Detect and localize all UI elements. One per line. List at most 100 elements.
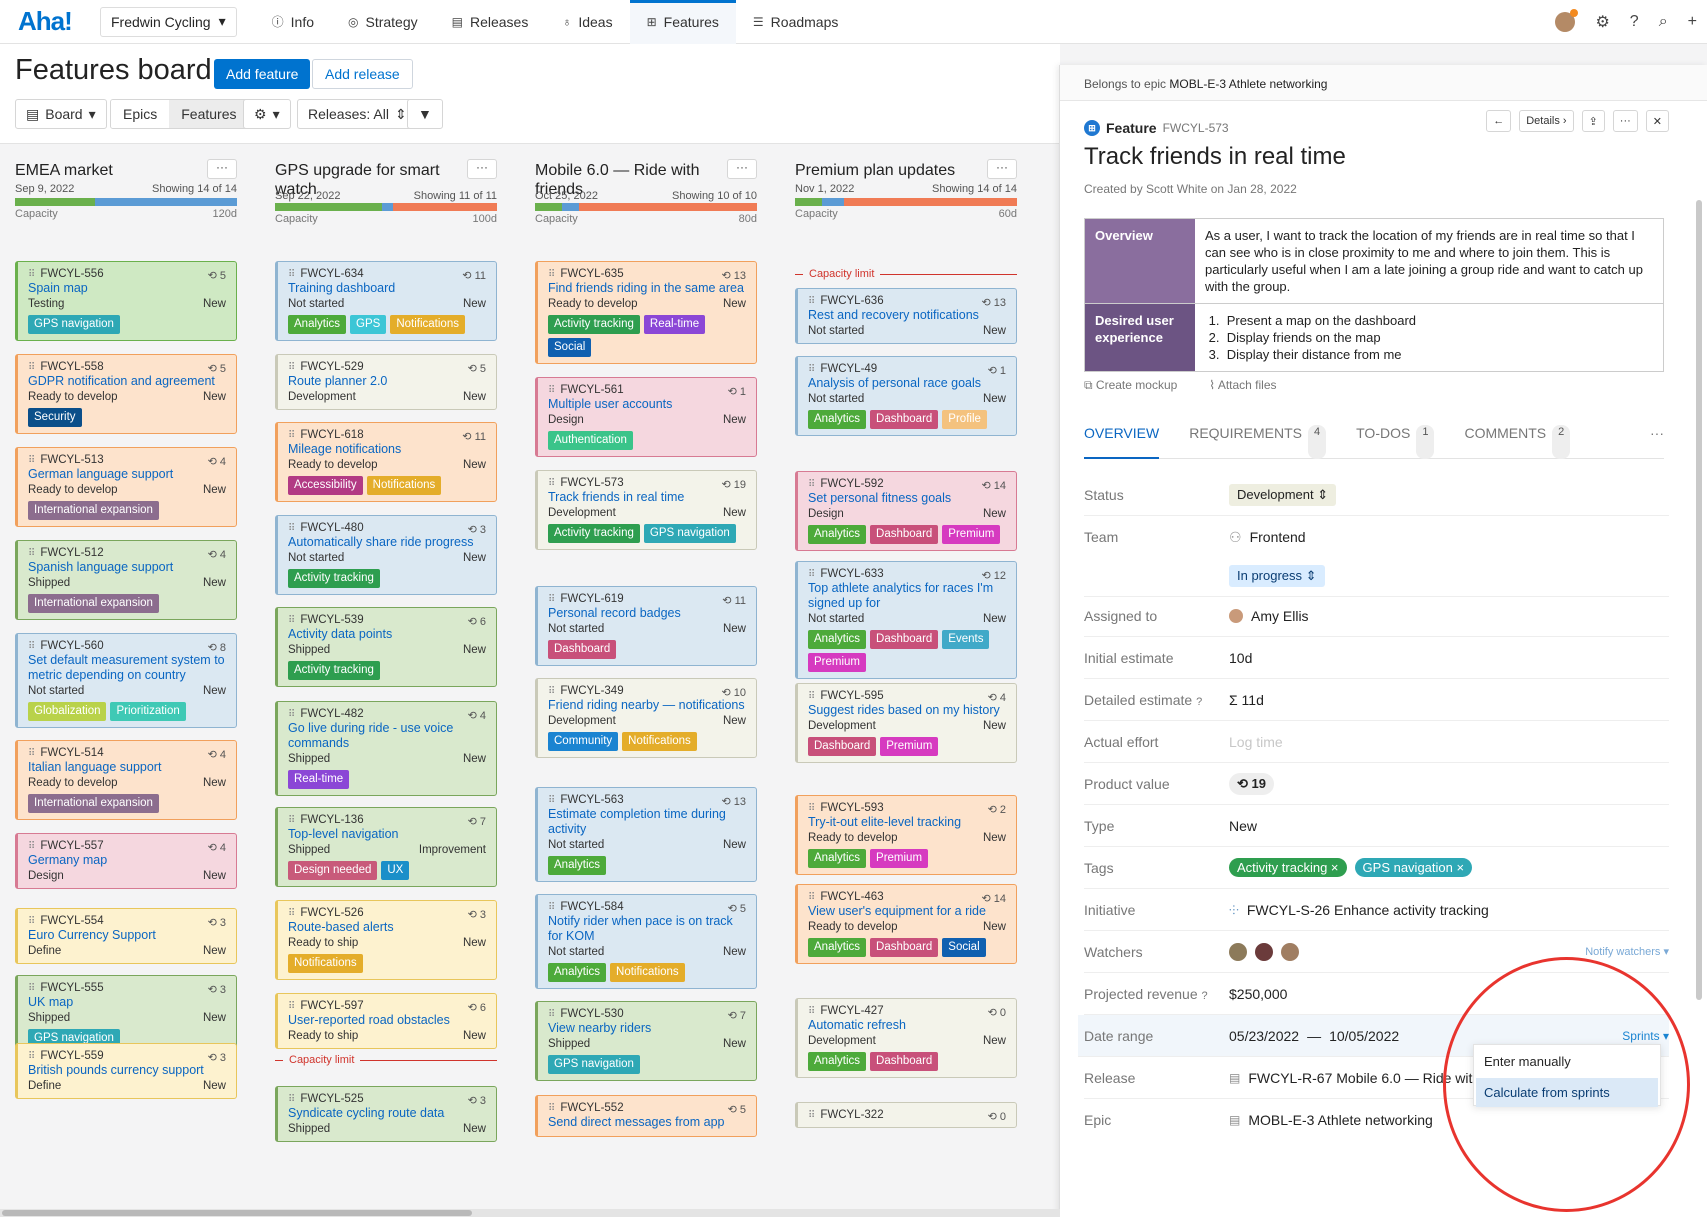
- drag-handle-icon[interactable]: ⠿: [28, 747, 35, 759]
- epic-link[interactable]: MOBL-E-3 Athlete networking: [1169, 77, 1328, 91]
- card-title[interactable]: Rest and recovery notifications: [808, 308, 979, 322]
- nav-roadmaps[interactable]: ☰ Roadmaps: [736, 0, 855, 44]
- column-title[interactable]: Mobile 6.0 — Ride with friends: [535, 162, 700, 198]
- tab-comments[interactable]: COMMENTS 2: [1464, 425, 1571, 459]
- share-icon[interactable]: ⇪: [1581, 110, 1605, 132]
- tag[interactable]: Analytics: [808, 938, 867, 957]
- card-title[interactable]: Italian language support: [28, 760, 162, 774]
- card-title[interactable]: Syndicate cycling route data: [288, 1106, 445, 1120]
- tag[interactable]: Premium: [880, 737, 939, 756]
- detailed-estimate-value[interactable]: Σ 11d: [1229, 691, 1264, 708]
- drag-handle-icon[interactable]: ⠿: [288, 268, 295, 280]
- tag[interactable]: Analytics: [808, 1052, 867, 1071]
- drag-handle-icon[interactable]: ⠿: [288, 708, 295, 720]
- card-title[interactable]: Top athlete analytics for races I'm sign…: [808, 581, 994, 610]
- revenue-value[interactable]: $250,000: [1229, 985, 1288, 1002]
- feature-card[interactable]: ⠿ FWCYL-539 ⟲ 6 Activity data points Shipped…: [275, 607, 497, 687]
- back-arrow-icon[interactable]: ←: [1486, 110, 1512, 132]
- tag[interactable]: Analytics: [548, 963, 607, 982]
- tag[interactable]: Accessibility: [288, 476, 363, 495]
- tag[interactable]: Analytics: [288, 315, 347, 334]
- card-title[interactable]: Automatic refresh: [808, 1018, 906, 1032]
- tag[interactable]: Premium: [870, 849, 929, 868]
- more-icon[interactable]: ···: [207, 159, 237, 179]
- drag-handle-icon[interactable]: ⠿: [808, 295, 815, 307]
- card-title[interactable]: German language support: [28, 467, 174, 481]
- details-button[interactable]: Details ›: [1519, 110, 1574, 132]
- card-title[interactable]: Top-level navigation: [288, 827, 399, 841]
- board-view-dropdown[interactable]: ▤ Board ▾: [15, 99, 107, 129]
- drag-handle-icon[interactable]: ⠿: [28, 454, 35, 466]
- tag-gps-navigation[interactable]: GPS navigation ×: [1354, 858, 1473, 877]
- epic-value[interactable]: MOBL-E-3 Athlete networking: [1248, 1112, 1433, 1128]
- feature-card[interactable]: ⠿ FWCYL-136 ⟲ 7 Top-level navigation Shipped…: [275, 807, 497, 887]
- feature-card[interactable]: ⠿ FWCYL-554 ⟲ 3 Euro Currency Support Define…: [15, 908, 237, 964]
- tag[interactable]: Dashboard: [870, 630, 939, 649]
- tag[interactable]: Prioritization: [110, 702, 186, 721]
- progress-dropdown[interactable]: In progress ⇕: [1229, 564, 1325, 587]
- card-title[interactable]: Suggest rides based on my history: [808, 703, 1000, 717]
- drag-handle-icon[interactable]: ⠿: [548, 1102, 555, 1114]
- drag-handle-icon[interactable]: ⠿: [288, 907, 295, 919]
- add-feature-button[interactable]: Add feature: [214, 59, 311, 89]
- tag[interactable]: Social: [942, 938, 986, 957]
- card-title[interactable]: Go live during ride - use voice commands: [288, 721, 454, 750]
- tag[interactable]: Authentication: [548, 431, 633, 450]
- nav-strategy[interactable]: ◎ Strategy: [331, 0, 435, 44]
- feature-card[interactable]: ⠿ FWCYL-618 ⟲ 11 Mileage notifications Ready…: [275, 422, 497, 502]
- card-title[interactable]: View nearby riders: [548, 1021, 652, 1035]
- column-title[interactable]: Premium plan updates: [795, 162, 956, 179]
- drag-handle-icon[interactable]: ⠿: [548, 593, 555, 605]
- help-icon[interactable]: ?: [1629, 13, 1639, 30]
- drag-handle-icon[interactable]: ⠿: [28, 361, 35, 373]
- feature-card[interactable]: ⠿ FWCYL-592 ⟲ 14 Set personal fitness goals…: [795, 471, 1017, 551]
- card-title[interactable]: Germany map: [28, 853, 108, 867]
- card-title[interactable]: Track friends in real time: [548, 490, 685, 504]
- feature-card[interactable]: ⠿ FWCYL-514 ⟲ 4 Italian language support Rea…: [15, 740, 237, 820]
- drag-handle-icon[interactable]: ⠿: [548, 268, 555, 280]
- tag[interactable]: GPS: [350, 315, 387, 334]
- card-title[interactable]: Find friends riding in the same area: [548, 281, 744, 295]
- workspace-selector[interactable]: Fredwin Cycling ▾: [100, 6, 237, 37]
- feature-card[interactable]: ⠿ FWCYL-636 ⟲ 13 Rest and recovery notifica…: [795, 288, 1017, 344]
- drag-handle-icon[interactable]: ⠿: [808, 568, 815, 580]
- drag-handle-icon[interactable]: ⠿: [548, 685, 555, 697]
- releases-filter[interactable]: Releases: All ⇕: [297, 99, 418, 129]
- score-badge[interactable]: ⟲ 19: [1229, 772, 1274, 795]
- feature-card[interactable]: ⠿ FWCYL-593 ⟲ 2 Try-it-out elite-level trac…: [795, 795, 1017, 875]
- tag[interactable]: International expansion: [28, 794, 159, 813]
- feature-card[interactable]: ⠿ FWCYL-349 ⟲ 10 Friend riding nearby — not…: [535, 678, 757, 758]
- tag[interactable]: GPS navigation: [548, 1055, 640, 1074]
- tag[interactable]: International expansion: [28, 594, 159, 613]
- drag-handle-icon[interactable]: ⠿: [288, 361, 295, 373]
- vertical-scrollbar[interactable]: [1696, 200, 1702, 1000]
- card-title[interactable]: Personal record badges: [548, 606, 681, 620]
- tag[interactable]: Dashboard: [870, 938, 939, 957]
- watcher-avatar[interactable]: [1255, 942, 1273, 961]
- tag[interactable]: Events: [942, 630, 990, 649]
- tag[interactable]: Activity tracking: [548, 524, 640, 543]
- drag-handle-icon[interactable]: ⠿: [288, 522, 295, 534]
- feature-card[interactable]: ⠿ FWCYL-463 ⟲ 14 View user's equipment for …: [795, 884, 1017, 964]
- tag[interactable]: Notifications: [610, 963, 685, 982]
- start-date[interactable]: 05/23/2022: [1229, 1027, 1300, 1044]
- card-title[interactable]: Spain map: [28, 281, 88, 295]
- more-icon[interactable]: ···: [1650, 425, 1664, 441]
- log-time-input[interactable]: Log time: [1229, 733, 1283, 750]
- drag-handle-icon[interactable]: ⠿: [808, 363, 815, 375]
- feature-card[interactable]: ⠿ FWCYL-634 ⟲ 11 Training dashboard Not star…: [275, 261, 497, 341]
- feature-card[interactable]: ⠿ FWCYL-558 ⟲ 5 GDPR notification and agree…: [15, 354, 237, 434]
- feature-card[interactable]: ⠿ FWCYL-595 ⟲ 4 Suggest rides based on my h…: [795, 683, 1017, 763]
- nav-releases[interactable]: ▤ Releases: [435, 0, 546, 44]
- card-title[interactable]: Estimate completion time during activity: [548, 807, 726, 836]
- drag-handle-icon[interactable]: ⠿: [288, 614, 295, 626]
- column-title[interactable]: GPS upgrade for smart watch: [275, 162, 440, 198]
- card-title[interactable]: Set personal fitness goals: [808, 491, 952, 505]
- feature-card[interactable]: ⠿ FWCYL-633 ⟲ 12 Top athlete analytics for …: [795, 561, 1017, 679]
- tag[interactable]: Notifications: [622, 732, 697, 751]
- more-icon[interactable]: ···: [727, 159, 757, 179]
- card-title[interactable]: British pounds currency support: [28, 1063, 204, 1077]
- tag[interactable]: GPS navigation: [643, 524, 736, 543]
- assignee[interactable]: Amy Ellis: [1251, 607, 1309, 624]
- nav-ideas[interactable]: ♁ Ideas: [545, 0, 629, 44]
